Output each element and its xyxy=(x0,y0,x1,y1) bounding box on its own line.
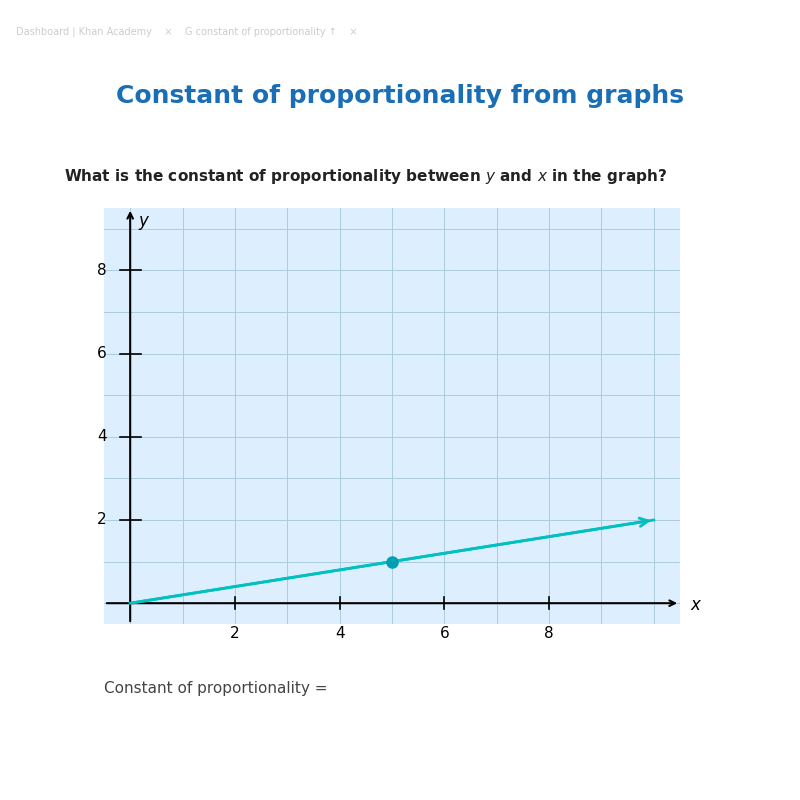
Text: x: x xyxy=(690,596,700,614)
Text: 6: 6 xyxy=(97,346,106,361)
Text: 8: 8 xyxy=(97,263,106,278)
Text: 6: 6 xyxy=(439,626,450,641)
Text: 2: 2 xyxy=(230,626,240,641)
Text: 8: 8 xyxy=(544,626,554,641)
Text: Constant of proportionality from graphs: Constant of proportionality from graphs xyxy=(116,84,684,108)
Text: 2: 2 xyxy=(97,513,106,527)
Text: What is the constant of proportionality between $y$ and $x$ in the graph?: What is the constant of proportionality … xyxy=(64,166,667,186)
Text: 4: 4 xyxy=(335,626,345,641)
Text: y: y xyxy=(138,212,148,230)
Text: Dashboard | Khan Academy    ×    G constant of proportionality ↑    ×: Dashboard | Khan Academy × G constant of… xyxy=(16,26,358,38)
Text: 4: 4 xyxy=(97,430,106,444)
Text: Constant of proportionality =: Constant of proportionality = xyxy=(104,681,327,695)
